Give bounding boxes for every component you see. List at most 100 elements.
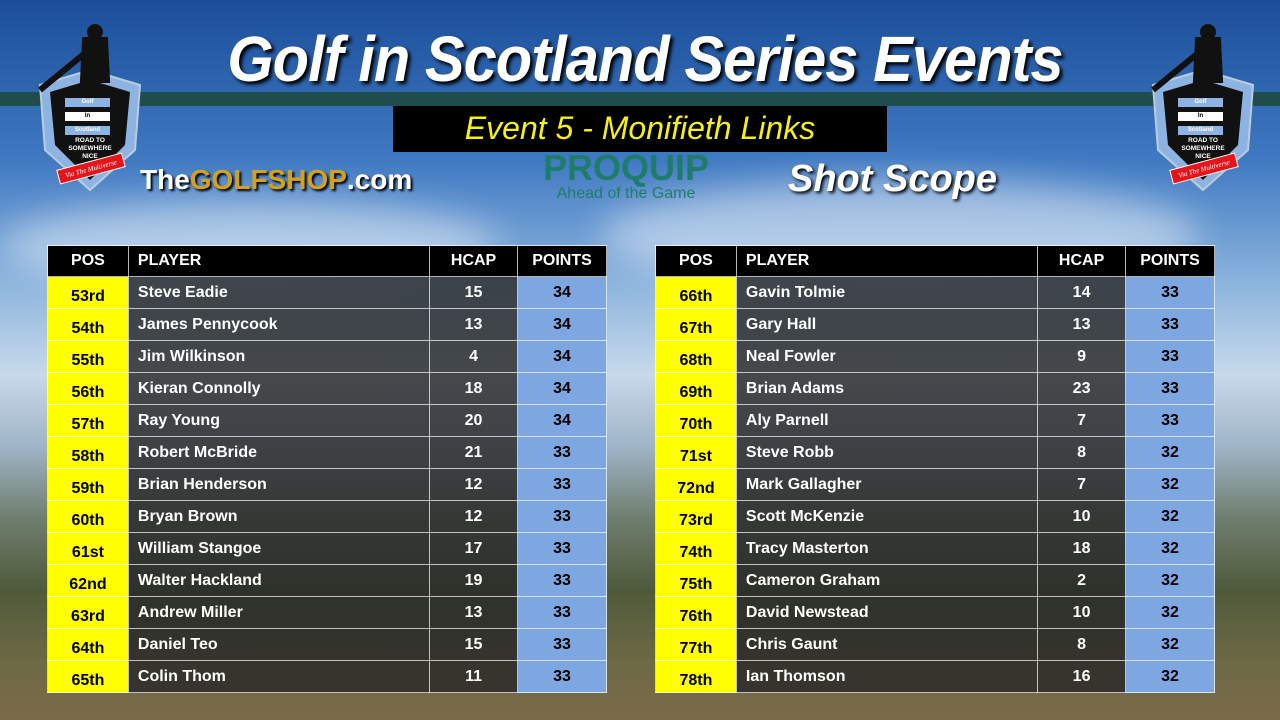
points-cell: 32 xyxy=(1125,532,1215,565)
hcap-cell: 17 xyxy=(429,532,519,565)
points-cell: 33 xyxy=(1125,372,1215,405)
hcap-cell: 9 xyxy=(1037,340,1127,373)
position-cell: 64th xyxy=(47,628,129,661)
player-cell: Neal Fowler xyxy=(735,340,1039,373)
position-cell: 61st xyxy=(47,532,129,565)
player-cell: Steve Eadie xyxy=(127,276,431,309)
position-cell: 75th xyxy=(655,564,737,597)
player-cell: James Pennycook xyxy=(127,308,431,341)
points-cell: 34 xyxy=(517,276,607,309)
player-cell: Cameron Graham xyxy=(735,564,1039,597)
position-cell: 72nd xyxy=(655,468,737,501)
results-table-right: POS PLAYER HCAP POINTS 66th Gavin Tolmie 14 33 6… xyxy=(655,245,1215,693)
position-cell: 60th xyxy=(47,500,129,533)
player-cell: Robert McBride xyxy=(127,436,431,469)
player-cell: Walter Hackland xyxy=(127,564,431,597)
position-cell: 63rd xyxy=(47,596,129,629)
hcap-cell: 15 xyxy=(429,276,519,309)
badge-line2: In xyxy=(1197,113,1204,119)
points-cell: 32 xyxy=(1125,660,1215,693)
golfshop-com: .com xyxy=(346,164,413,195)
hcap-cell: 13 xyxy=(429,308,519,341)
points-cell: 33 xyxy=(517,436,607,469)
player-cell: Ian Thomson xyxy=(735,660,1039,693)
player-cell: Kieran Connolly xyxy=(127,372,431,405)
player-cell: Ray Young xyxy=(127,404,431,437)
table-row: 72nd Mark Gallagher 7 32 xyxy=(655,468,1215,501)
table-row: 58th Robert McBride 21 33 xyxy=(47,436,607,469)
table-row: 60th Bryan Brown 12 33 xyxy=(47,500,607,533)
player-cell: Colin Thom xyxy=(127,660,431,693)
col-player: PLAYER xyxy=(127,245,431,277)
table-row: 57th Ray Young 20 34 xyxy=(47,404,607,437)
points-cell: 33 xyxy=(517,532,607,565)
table-row: 70th Aly Parnell 7 33 xyxy=(655,404,1215,437)
table-row: 54th James Pennycook 13 34 xyxy=(47,308,607,341)
hcap-cell: 12 xyxy=(429,500,519,533)
badge-line1: Golf xyxy=(1194,99,1207,105)
position-cell: 59th xyxy=(47,468,129,501)
badge-line1: Golf xyxy=(81,99,94,105)
player-cell: David Newstead xyxy=(735,596,1039,629)
points-cell: 33 xyxy=(517,500,607,533)
hcap-cell: 2 xyxy=(1037,564,1127,597)
table-row: 71st Steve Robb 8 32 xyxy=(655,436,1215,469)
points-cell: 33 xyxy=(517,468,607,501)
points-cell: 33 xyxy=(1125,340,1215,373)
hcap-cell: 8 xyxy=(1037,436,1127,469)
thegolfshop-logo: TheGOLFSHOP.com xyxy=(140,164,412,196)
points-cell: 33 xyxy=(517,660,607,693)
table-row: 73rd Scott McKenzie 10 32 xyxy=(655,500,1215,533)
table-row: 62nd Walter Hackland 19 33 xyxy=(47,564,607,597)
hcap-cell: 15 xyxy=(429,628,519,661)
col-pos: POS xyxy=(47,245,129,277)
position-cell: 78th xyxy=(655,660,737,693)
col-hcap: HCAP xyxy=(1037,245,1127,277)
player-cell: Gary Hall xyxy=(735,308,1039,341)
table-header: POS PLAYER HCAP POINTS xyxy=(655,245,1215,277)
points-cell: 34 xyxy=(517,308,607,341)
hcap-cell: 13 xyxy=(1037,308,1127,341)
position-cell: 55th xyxy=(47,340,129,373)
event-banner: Event 5 - Monifieth Links xyxy=(393,106,887,152)
table-row: 67th Gary Hall 13 33 xyxy=(655,308,1215,341)
proquip-name: PROQUIP xyxy=(543,147,710,188)
hcap-cell: 20 xyxy=(429,404,519,437)
badge-line2: In xyxy=(84,113,91,119)
position-cell: 69th xyxy=(655,372,737,405)
position-cell: 65th xyxy=(47,660,129,693)
table-row: 74th Tracy Masterton 18 32 xyxy=(655,532,1215,565)
table-row: 59th Brian Henderson 12 33 xyxy=(47,468,607,501)
player-cell: Brian Henderson xyxy=(127,468,431,501)
position-cell: 66th xyxy=(655,276,737,309)
badge-motto: ROAD TO SOMEWHERE NICE xyxy=(68,137,112,160)
hcap-cell: 21 xyxy=(429,436,519,469)
points-cell: 33 xyxy=(1125,308,1215,341)
table-row: 56th Kieran Connolly 18 34 xyxy=(47,372,607,405)
position-cell: 68th xyxy=(655,340,737,373)
table-row: 53rd Steve Eadie 15 34 xyxy=(47,276,607,309)
position-cell: 71st xyxy=(655,436,737,469)
hcap-cell: 11 xyxy=(429,660,519,693)
hcap-cell: 16 xyxy=(1037,660,1127,693)
table-row: 63rd Andrew Miller 13 33 xyxy=(47,596,607,629)
player-cell: Daniel Teo xyxy=(127,628,431,661)
table-header: POS PLAYER HCAP POINTS xyxy=(47,245,607,277)
points-cell: 33 xyxy=(517,596,607,629)
points-cell: 33 xyxy=(1125,276,1215,309)
position-cell: 73rd xyxy=(655,500,737,533)
position-cell: 57th xyxy=(47,404,129,437)
player-cell: Brian Adams xyxy=(735,372,1039,405)
position-cell: 56th xyxy=(47,372,129,405)
points-cell: 32 xyxy=(1125,628,1215,661)
golfshop-the: The xyxy=(140,164,190,195)
hcap-cell: 18 xyxy=(1037,532,1127,565)
points-cell: 34 xyxy=(517,372,607,405)
table-row: 65th Colin Thom 11 33 xyxy=(47,660,607,693)
table-row: 64th Daniel Teo 15 33 xyxy=(47,628,607,661)
hcap-cell: 4 xyxy=(429,340,519,373)
position-cell: 62nd xyxy=(47,564,129,597)
badge-line3: Scotland xyxy=(1187,127,1214,133)
table-row: 61st William Stangoe 17 33 xyxy=(47,532,607,565)
table-row: 75th Cameron Graham 2 32 xyxy=(655,564,1215,597)
